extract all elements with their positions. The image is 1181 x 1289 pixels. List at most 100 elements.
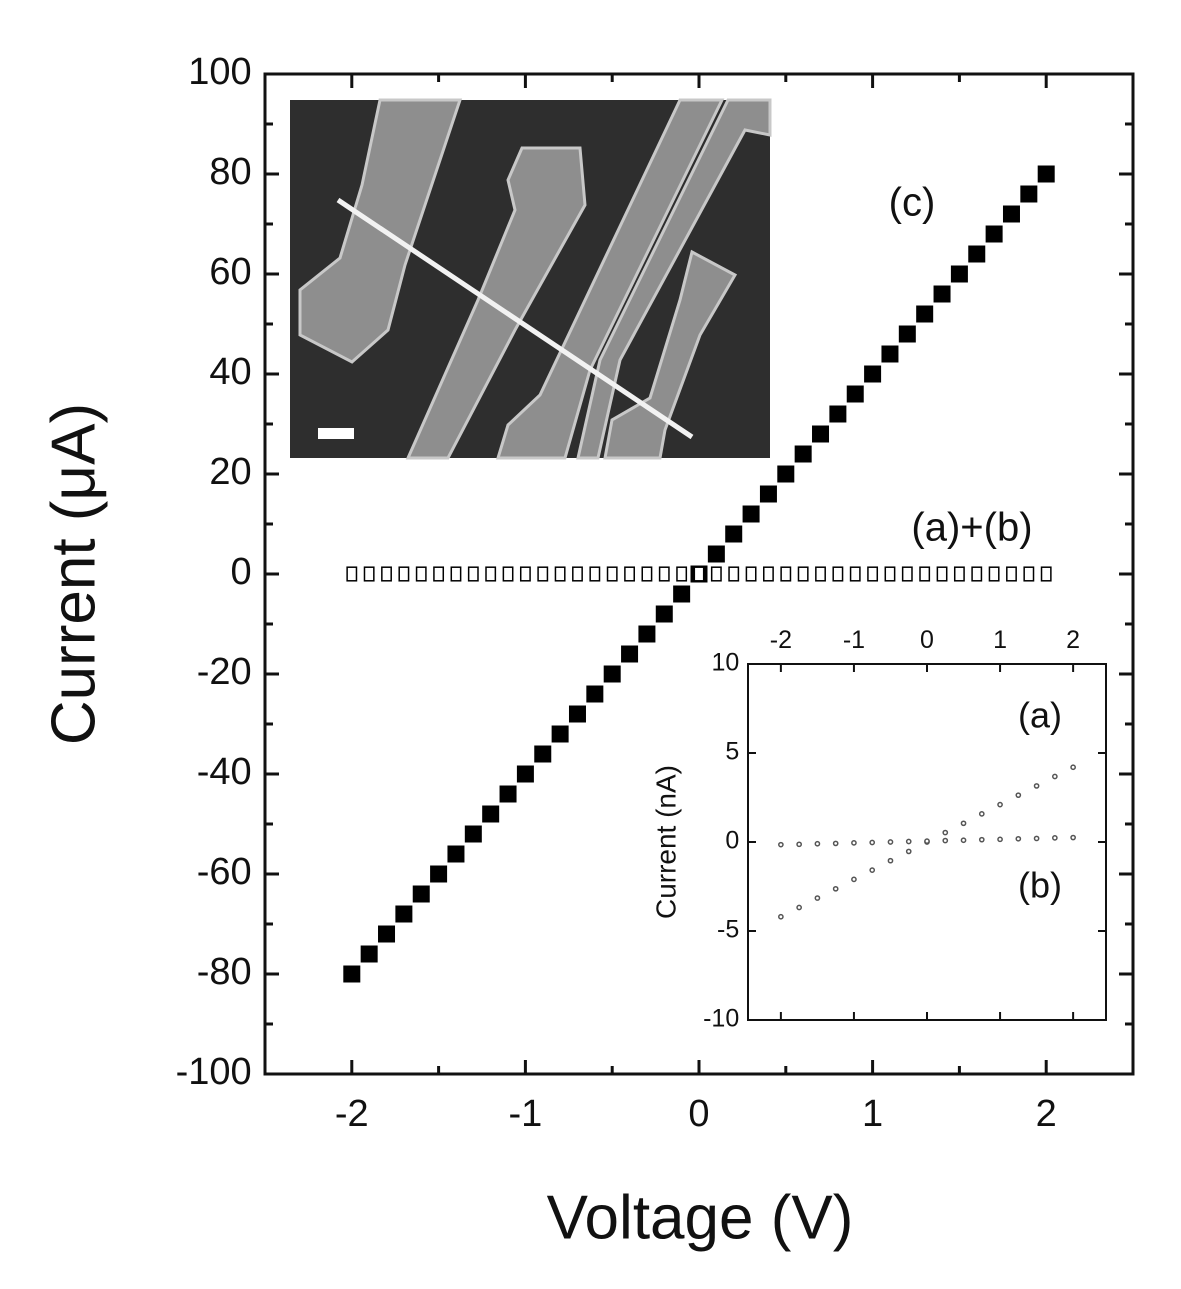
data-point xyxy=(360,945,378,963)
data-point xyxy=(673,585,691,603)
data-point xyxy=(1070,834,1076,841)
y-tick-label: -40 xyxy=(197,751,252,793)
data-point xyxy=(887,839,894,845)
data-point xyxy=(638,625,656,643)
data-point xyxy=(796,841,802,848)
data-point xyxy=(586,685,604,703)
data-point xyxy=(867,566,879,582)
electrode xyxy=(495,98,725,460)
data-point xyxy=(869,839,876,846)
data-point xyxy=(641,566,653,582)
y-tick-label: -80 xyxy=(197,951,252,993)
data-point xyxy=(554,566,566,582)
data-point xyxy=(1033,783,1040,789)
data-point xyxy=(1002,205,1020,223)
data-point xyxy=(499,785,517,803)
data-point xyxy=(534,745,552,763)
data-point xyxy=(568,705,586,723)
data-point xyxy=(378,925,396,943)
data-point xyxy=(796,904,802,911)
x-tick-label: -1 xyxy=(843,626,865,654)
data-point xyxy=(968,245,986,263)
data-point xyxy=(381,566,392,582)
data-point xyxy=(905,848,912,855)
data-point xyxy=(832,840,839,847)
x-tick-label: 1 xyxy=(993,626,1007,654)
nanowire xyxy=(336,197,694,440)
data-point xyxy=(905,838,912,845)
electrode xyxy=(576,98,772,460)
y-tick-label: -60 xyxy=(197,851,252,893)
data-point xyxy=(901,566,913,582)
data-point xyxy=(606,566,618,582)
data-point xyxy=(621,645,639,663)
data-point xyxy=(933,285,951,303)
sem-image xyxy=(290,98,772,460)
data-point xyxy=(814,895,821,901)
data-point xyxy=(502,566,514,582)
data-point xyxy=(780,566,792,582)
scale-bar xyxy=(318,428,354,439)
data-point xyxy=(777,465,795,483)
data-point xyxy=(516,765,534,783)
data-point xyxy=(707,545,725,563)
data-point xyxy=(398,566,410,582)
data-point xyxy=(942,837,949,844)
y-tick-label: 5 xyxy=(725,738,739,766)
data-point xyxy=(658,566,670,582)
x-tick-label: 2 xyxy=(1036,1093,1057,1135)
series-label: (b) xyxy=(1018,865,1062,906)
y-tick-label: -100 xyxy=(176,1051,252,1093)
data-point xyxy=(537,566,549,582)
x-tick-label: -2 xyxy=(770,626,792,654)
data-point xyxy=(1033,835,1040,842)
y-tick-label: 100 xyxy=(188,51,251,93)
data-point xyxy=(812,425,830,443)
electrode xyxy=(405,146,587,460)
series-label: (c) xyxy=(889,181,936,225)
data-point xyxy=(412,885,430,903)
data-point xyxy=(693,566,705,582)
data-point xyxy=(482,805,500,823)
data-point xyxy=(997,836,1003,843)
data-point xyxy=(572,566,583,582)
data-point xyxy=(1070,764,1076,771)
data-point xyxy=(978,836,985,843)
data-point xyxy=(971,566,983,582)
data-point xyxy=(742,505,760,523)
data-point xyxy=(343,965,361,983)
x-axis-label: Voltage (V) xyxy=(547,1183,854,1252)
x-tick-label: -1 xyxy=(509,1093,543,1135)
y-tick-label: 0 xyxy=(231,551,252,593)
x-tick-label: 0 xyxy=(920,626,934,654)
data-point xyxy=(919,566,931,582)
data-point xyxy=(936,566,948,582)
data-point xyxy=(763,566,774,582)
main-plot: -2 -1 0 1 2-100-80-60-40-20020406080100Volta… xyxy=(39,51,1135,1252)
data-point xyxy=(953,566,965,582)
data-point xyxy=(849,566,861,582)
data-point xyxy=(725,525,743,543)
data-point xyxy=(960,820,967,827)
data-point xyxy=(846,385,864,403)
data-point xyxy=(898,325,916,343)
data-point xyxy=(589,566,601,582)
data-point xyxy=(430,865,448,883)
data-point xyxy=(1006,566,1017,582)
data-point xyxy=(960,837,967,844)
data-point xyxy=(603,665,621,683)
data-point xyxy=(887,857,894,864)
data-point xyxy=(759,485,777,503)
data-point xyxy=(851,876,857,883)
y-tick-label: 80 xyxy=(209,151,251,193)
data-point xyxy=(363,566,375,582)
x-tick-label: 2 xyxy=(1066,626,1080,654)
data-point xyxy=(988,566,1000,582)
data-point xyxy=(832,566,844,582)
x-tick-label: -2 xyxy=(335,1093,369,1135)
data-point xyxy=(778,913,784,920)
data-point xyxy=(1015,792,1022,799)
data-point xyxy=(346,566,358,582)
y-tick-label: 40 xyxy=(209,351,251,393)
